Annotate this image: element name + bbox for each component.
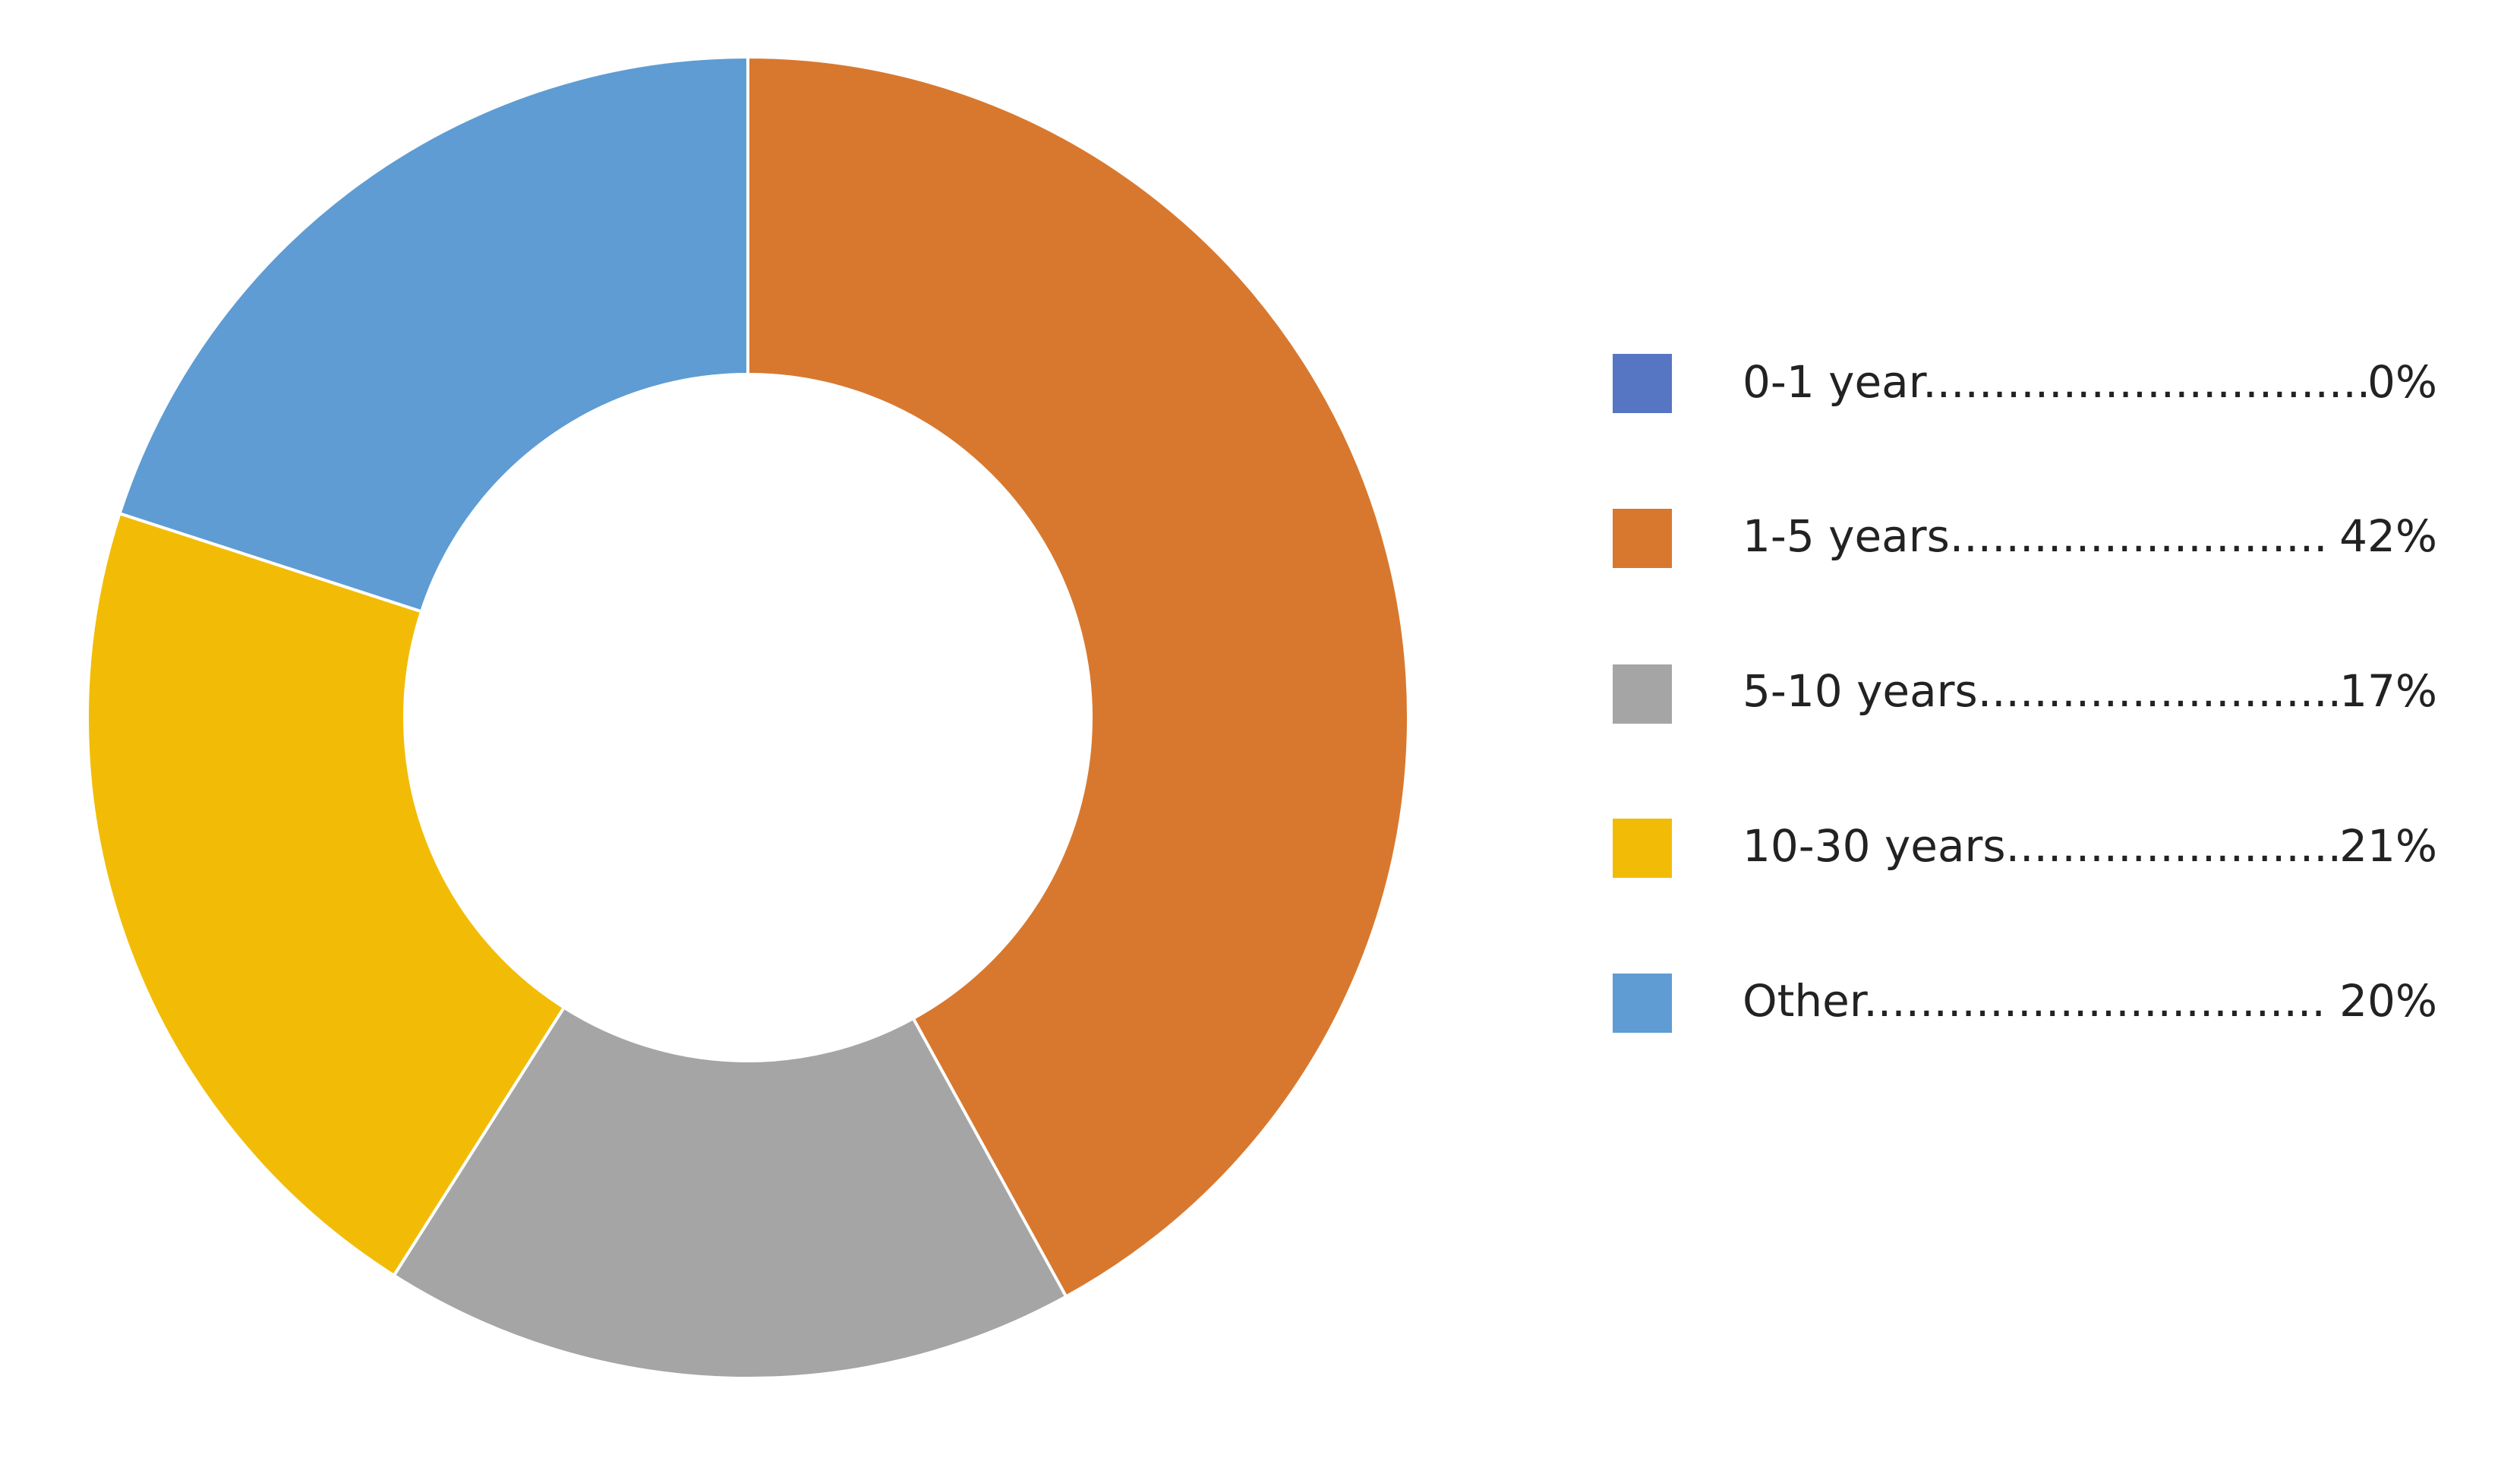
legend-value-0: 0% [2367,356,2437,408]
legend-dots-3: ........................ [2006,820,2342,872]
legend-swatch-1 [1613,509,1672,568]
slice-5-10-years [392,1005,1068,1381]
legend-value-3: 21% [2339,820,2437,872]
slice-other [118,55,749,614]
svg-text:0-1 year......................: 0-1 year................................ [1743,356,2370,408]
legend-value-4: 20% [2339,975,2437,1027]
legend-label-4: Other [1743,975,1868,1027]
legend-dots-2: .......................... [1978,665,2342,717]
slice-1-5-years [746,55,1411,1299]
legend-value-1: 42% [2339,510,2437,562]
legend-label-2: 5-10 years [1743,665,1978,717]
legend-entry-2: 5-10 years.......................... 17% [1613,664,2437,724]
svg-text:Other.........................: Other................................. [1743,975,2326,1027]
svg-text:10-30 years...................: 10-30 years........................ [1743,820,2342,872]
legend-label-0: 0-1 year [1743,356,1927,408]
legend-swatch-3 [1613,819,1672,878]
legend-dots-1: ........................... [1950,510,2328,562]
slice-10-30-years [86,511,566,1278]
legend-swatch-0 [1613,354,1672,413]
legend-swatch-4 [1613,974,1672,1033]
legend-entry-3: 10-30 years........................ 21% [1613,819,2437,878]
donut-slices [86,55,1411,1381]
svg-text:1-5 years.....................: 1-5 years........................... [1743,510,2328,562]
legend-entry-0: 0-1 year................................… [1613,354,2437,413]
legend-entry-4: Other................................. 2… [1613,974,2437,1033]
legend-dots-0: ................................ [1922,356,2370,408]
legend-swatch-2 [1613,664,1672,724]
legend-dots-4: ................................. [1863,975,2325,1027]
legend-label-1: 1-5 years [1743,510,1950,562]
legend-label-3: 10-30 years [1743,820,2006,872]
legend-entry-1: 1-5 years........................... 42% [1613,509,2437,568]
svg-text:5-10 years....................: 5-10 years.......................... [1743,665,2342,717]
legend-value-2: 17% [2339,665,2437,717]
legend: 0-1 year................................… [1613,354,2437,1033]
